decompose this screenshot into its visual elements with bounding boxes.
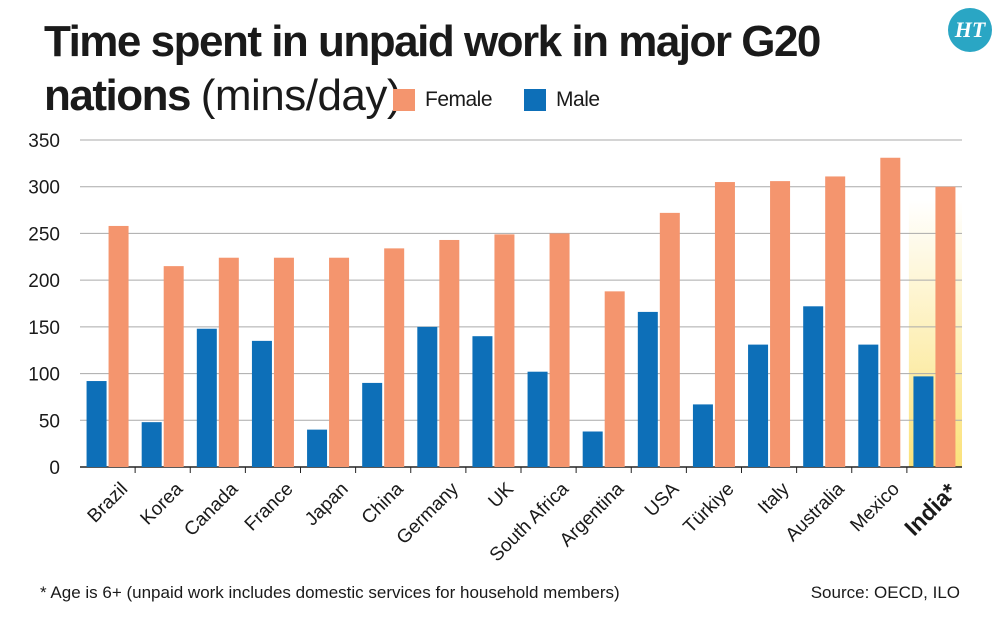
chart-title: Time spent in unpaid work in major G20 [44, 17, 821, 66]
bar-male [472, 336, 493, 467]
bar-female [604, 291, 625, 467]
x-tick-label: Brazil [84, 479, 132, 527]
bar-female [659, 212, 680, 467]
bar-male [582, 431, 603, 467]
x-tick-label: China [358, 478, 408, 528]
bar-female [494, 234, 515, 467]
legend-item-male: Male [524, 88, 600, 112]
bar-female [273, 257, 294, 467]
bar-female [329, 257, 350, 467]
bar-male [196, 328, 217, 467]
x-tick-label: USA [641, 479, 684, 522]
y-tick-label: 300 [28, 178, 60, 199]
y-tick-label: 50 [39, 411, 60, 432]
footnote: * Age is 6+ (unpaid work includes domest… [40, 583, 620, 602]
chart-unit: (mins/day) [200, 71, 402, 120]
bar-female [549, 233, 570, 467]
x-tick-label: Italy [754, 478, 794, 518]
bar-female [935, 186, 956, 467]
legend-label-male: Male [556, 88, 600, 111]
y-tick-label: 100 [28, 365, 60, 386]
source-note: Source: OECD, ILO [810, 583, 960, 602]
x-tick-label: Japan [301, 479, 352, 530]
x-tick-label: Korea [137, 478, 188, 529]
bar-male [858, 344, 879, 467]
x-tick-label: India* [899, 478, 962, 541]
bar-male [913, 376, 934, 467]
bar-female [108, 225, 129, 467]
bar-female [384, 248, 405, 467]
legend-item-female: Female [393, 88, 493, 112]
bar-female [714, 182, 735, 468]
bar-female [218, 257, 239, 467]
legend-label-female: Female [425, 88, 493, 111]
y-tick-label: 0 [49, 458, 60, 479]
chart-title-nations: nations [44, 71, 191, 120]
x-tick-label: France [241, 479, 298, 536]
bar-male [417, 326, 438, 467]
bar-male [803, 306, 824, 467]
x-tick-label: Türkiye [680, 479, 739, 538]
y-tick-label: 200 [28, 271, 60, 292]
bar-male [748, 344, 769, 467]
x-tick-label: Mexico [846, 479, 903, 536]
x-tick-label: Canada [180, 478, 242, 540]
x-tick-label: UK [485, 479, 519, 513]
ht-logo-icon: HT [948, 8, 992, 52]
legend: Female Male [393, 88, 622, 112]
x-tick-label: Germany [393, 478, 463, 548]
bar-male [141, 422, 162, 467]
chart-title-line2: nations (mins/day) [44, 71, 402, 120]
bar-female [880, 157, 901, 467]
legend-swatch-male [524, 89, 547, 111]
bar-male [86, 381, 107, 467]
x-tick-label: Australia [782, 478, 849, 545]
bar-male [637, 311, 658, 467]
bar-male [307, 429, 328, 467]
bar-female [439, 239, 460, 467]
bar-male [692, 404, 713, 467]
bar-female [163, 266, 184, 467]
bar-female [825, 176, 846, 468]
y-tick-label: 150 [28, 318, 60, 339]
y-tick-label: 250 [28, 224, 60, 245]
y-tick-label: 350 [28, 131, 60, 152]
bar-male [362, 382, 383, 467]
bar-female [770, 181, 791, 467]
bar-male [527, 371, 548, 467]
legend-swatch-female [393, 89, 415, 111]
bar-male [251, 340, 272, 467]
